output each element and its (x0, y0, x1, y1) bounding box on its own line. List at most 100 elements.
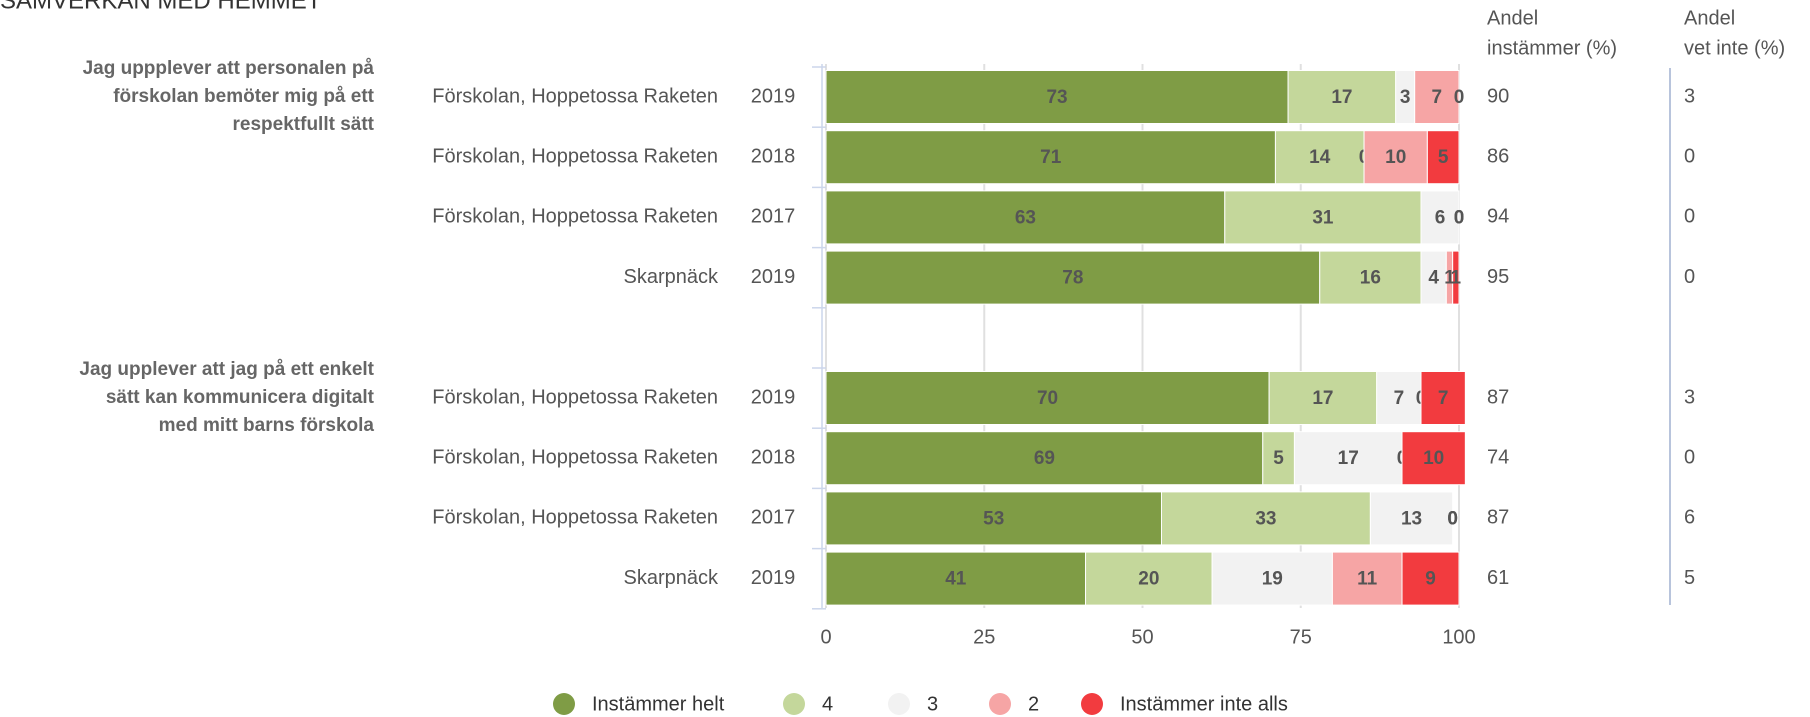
legend-label: 3 (927, 693, 938, 715)
legend-marker (783, 693, 805, 715)
column-value: 0 (1684, 446, 1695, 468)
value-label: 0 (1447, 508, 1458, 529)
column-value: 87 (1487, 507, 1509, 529)
value-label: 13 (1401, 508, 1422, 529)
column-value: 6 (1684, 507, 1695, 529)
value-label: 9 (1425, 569, 1436, 590)
bar-segment (1085, 551, 1213, 606)
x-tick-label: 25 (973, 626, 995, 648)
question-label: sätt kan kommunicera digitalt (106, 387, 375, 408)
bar-segment (1401, 431, 1466, 486)
column-value: 0 (1684, 145, 1695, 167)
x-tick-label: 100 (1442, 626, 1475, 648)
column-value: 90 (1487, 85, 1509, 107)
year-label: 2018 (751, 446, 796, 468)
value-label: 16 (1360, 268, 1381, 289)
bar-segment (825, 431, 1264, 486)
bar-segment (1268, 371, 1378, 425)
legend-label: Instämmer helt (592, 693, 725, 715)
year-label: 2017 (751, 507, 796, 529)
category-label: Förskolan, Hoppetossa Raketen (432, 446, 718, 468)
bar-segment (1452, 250, 1460, 305)
value-label: 10 (1423, 448, 1444, 469)
value-label: 17 (1331, 87, 1352, 108)
bar-segment (1262, 431, 1295, 486)
value-label: 73 (1046, 87, 1067, 108)
legend-marker (888, 693, 910, 715)
column-value: 61 (1487, 567, 1509, 589)
year-label: 2017 (751, 206, 796, 228)
bar-segment (1160, 491, 1371, 546)
year-label: 2018 (751, 145, 796, 167)
value-label: 20 (1138, 569, 1159, 590)
value-label: 7 (1394, 388, 1405, 409)
bar-segment (825, 190, 1226, 245)
x-tick-label: 0 (820, 626, 831, 648)
bar-segment (1426, 130, 1460, 185)
year-label: 2019 (751, 386, 796, 408)
column-value: 94 (1487, 206, 1509, 228)
bar-segment (1293, 431, 1403, 486)
legend-label: 2 (1028, 693, 1039, 715)
column-header: instämmer (%) (1487, 37, 1617, 59)
value-label: 7 (1438, 388, 1449, 409)
bar-segment (1420, 250, 1447, 305)
category-label: Förskolan, Hoppetossa Raketen (432, 386, 718, 408)
bar-segment (825, 551, 1087, 606)
bar-segment (1376, 371, 1422, 425)
value-label: 17 (1312, 388, 1333, 409)
legend-marker (1081, 693, 1103, 715)
column-value: 86 (1487, 145, 1509, 167)
bar-segment (1287, 70, 1397, 124)
year-label: 2019 (751, 85, 796, 107)
value-label: 19 (1262, 569, 1283, 590)
bar-segment (1414, 70, 1460, 124)
question-label: med mitt barns förskola (159, 415, 375, 436)
column-value: 95 (1487, 266, 1509, 288)
year-label: 2019 (751, 266, 796, 288)
column-value: 5 (1684, 567, 1695, 589)
bar-segment (1319, 250, 1422, 305)
bar-segment (1420, 371, 1466, 425)
bar-segment (1224, 190, 1422, 245)
column-value: 74 (1487, 446, 1509, 468)
value-label: 7 (1432, 87, 1443, 108)
column-header: vet inte (%) (1684, 37, 1785, 59)
category-label: Skarpnäck (624, 266, 719, 288)
column-value: 87 (1487, 386, 1509, 408)
value-label: 31 (1312, 207, 1334, 228)
value-label: 6 (1435, 207, 1446, 228)
column-value: 0 (1684, 266, 1695, 288)
value-label: 0 (1454, 87, 1465, 108)
bar-segment (1369, 491, 1454, 546)
value-label: 3 (1400, 87, 1411, 108)
value-label: 4 (1428, 268, 1439, 289)
value-label: 33 (1255, 508, 1276, 529)
value-label: 10 (1385, 147, 1406, 168)
question-label: respektfullt sätt (233, 114, 375, 135)
column-value: 0 (1684, 206, 1695, 228)
value-label: 41 (945, 569, 967, 590)
column-header: Andel (1684, 7, 1735, 29)
value-label: 1 (1451, 268, 1462, 289)
value-label: 78 (1062, 268, 1083, 289)
value-label: 70 (1037, 388, 1058, 409)
legend-marker (989, 693, 1011, 715)
value-label: 63 (1015, 207, 1036, 228)
bar-segment (1211, 551, 1333, 606)
column-value: 3 (1684, 386, 1695, 408)
value-label: 71 (1040, 147, 1062, 168)
legend-label: Instämmer inte alls (1120, 693, 1288, 715)
value-label: 5 (1273, 448, 1284, 469)
bar-segment (1420, 190, 1460, 245)
category-label: Skarpnäck (624, 567, 719, 589)
value-label: 69 (1034, 448, 1055, 469)
value-label: 5 (1438, 147, 1449, 168)
bar-segment (825, 70, 1289, 124)
value-label: 0 (1454, 207, 1465, 228)
x-tick-label: 75 (1290, 626, 1312, 648)
value-label: 1 (1444, 268, 1455, 289)
category-label: Förskolan, Hoppetossa Raketen (432, 145, 718, 167)
chart-title: SAMVERKAN MED HEMMET (0, 0, 322, 14)
